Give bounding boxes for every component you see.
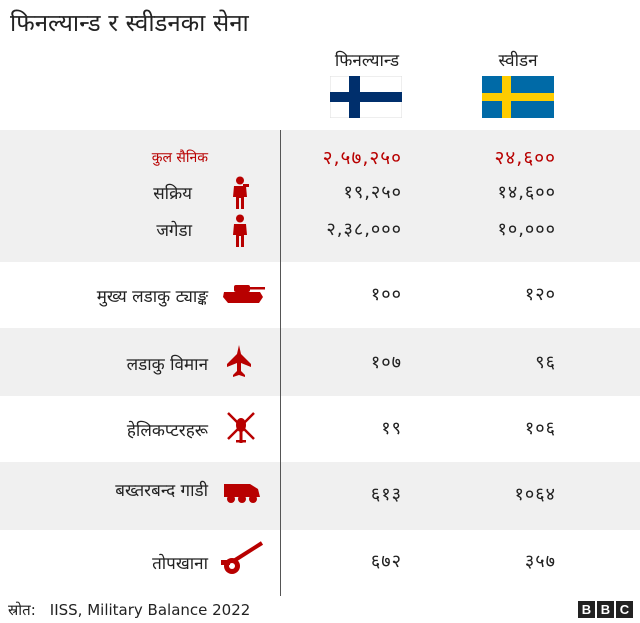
value-sweden-helicopters: १०६ (524, 418, 556, 439)
soldier-icon (233, 176, 249, 209)
bbc-logo-letter-2: B (597, 601, 614, 618)
row-label-total: कुल सैनिक (151, 150, 208, 166)
value-finland-tanks: १०० (370, 284, 402, 305)
finland-flag-icon (330, 76, 402, 118)
value-sweden-reserve: १०,००० (497, 219, 556, 240)
column-header-sweden: स्वीडन (498, 51, 538, 71)
source-label: स्रोत: (8, 601, 36, 619)
band-personnel (0, 130, 640, 262)
value-sweden-active: १४,६०० (497, 182, 556, 203)
column-divider (280, 130, 281, 596)
artillery-icon (221, 541, 264, 574)
value-finland-helicopters: १९ (381, 418, 402, 439)
value-finland-aircraft: १०७ (370, 352, 402, 373)
value-sweden-armoured: १०६४ (514, 484, 556, 505)
row-label-tanks: मुख्य लडाकु ट्याङ्क (96, 287, 208, 307)
sweden-flag-icon (482, 76, 554, 118)
helicopter-icon (227, 412, 255, 443)
row-label-helicopters: हेलिकप्टरहरू (126, 421, 208, 441)
reserve-soldier-icon (233, 214, 247, 247)
armoured-vehicle-icon (224, 484, 260, 503)
band-aircraft (0, 328, 640, 396)
tank-icon (223, 285, 265, 303)
source-text: IISS, Military Balance 2022 (49, 601, 251, 619)
value-finland-total: २,५७,२५० (322, 147, 402, 169)
page-title: फिनल्यान्ड र स्वीडनका सेना (10, 9, 249, 37)
value-finland-active: १९,२५० (343, 182, 402, 203)
row-label-artillery: तोपखाना (152, 554, 208, 574)
value-sweden-tanks: १२० (524, 284, 556, 305)
value-finland-reserve: २,३८,००० (326, 219, 402, 240)
value-finland-artillery: ६७२ (370, 551, 402, 572)
value-sweden-aircraft: ९६ (535, 352, 556, 373)
row-label-reserve: जगेडा (156, 221, 192, 241)
bbc-logo-letter-3: C (616, 601, 633, 618)
value-sweden-artillery: ३५७ (524, 551, 556, 572)
fighter-jet-icon (227, 345, 251, 377)
band-armoured (0, 462, 640, 530)
row-label-active: सक्रिय (153, 184, 192, 204)
column-header-finland: फिनल्यान्ड (334, 51, 400, 71)
value-finland-armoured: ६१३ (370, 484, 402, 505)
source-note: स्रोत: IISS, Military Balance 2022 (8, 600, 264, 620)
row-label-armoured: बख्तरबन्द गाडी (115, 481, 208, 501)
bbc-logo-letter-1: B (578, 601, 595, 618)
row-label-aircraft: लडाकु विमान (126, 355, 208, 375)
value-sweden-total: २४,६०० (494, 147, 556, 169)
